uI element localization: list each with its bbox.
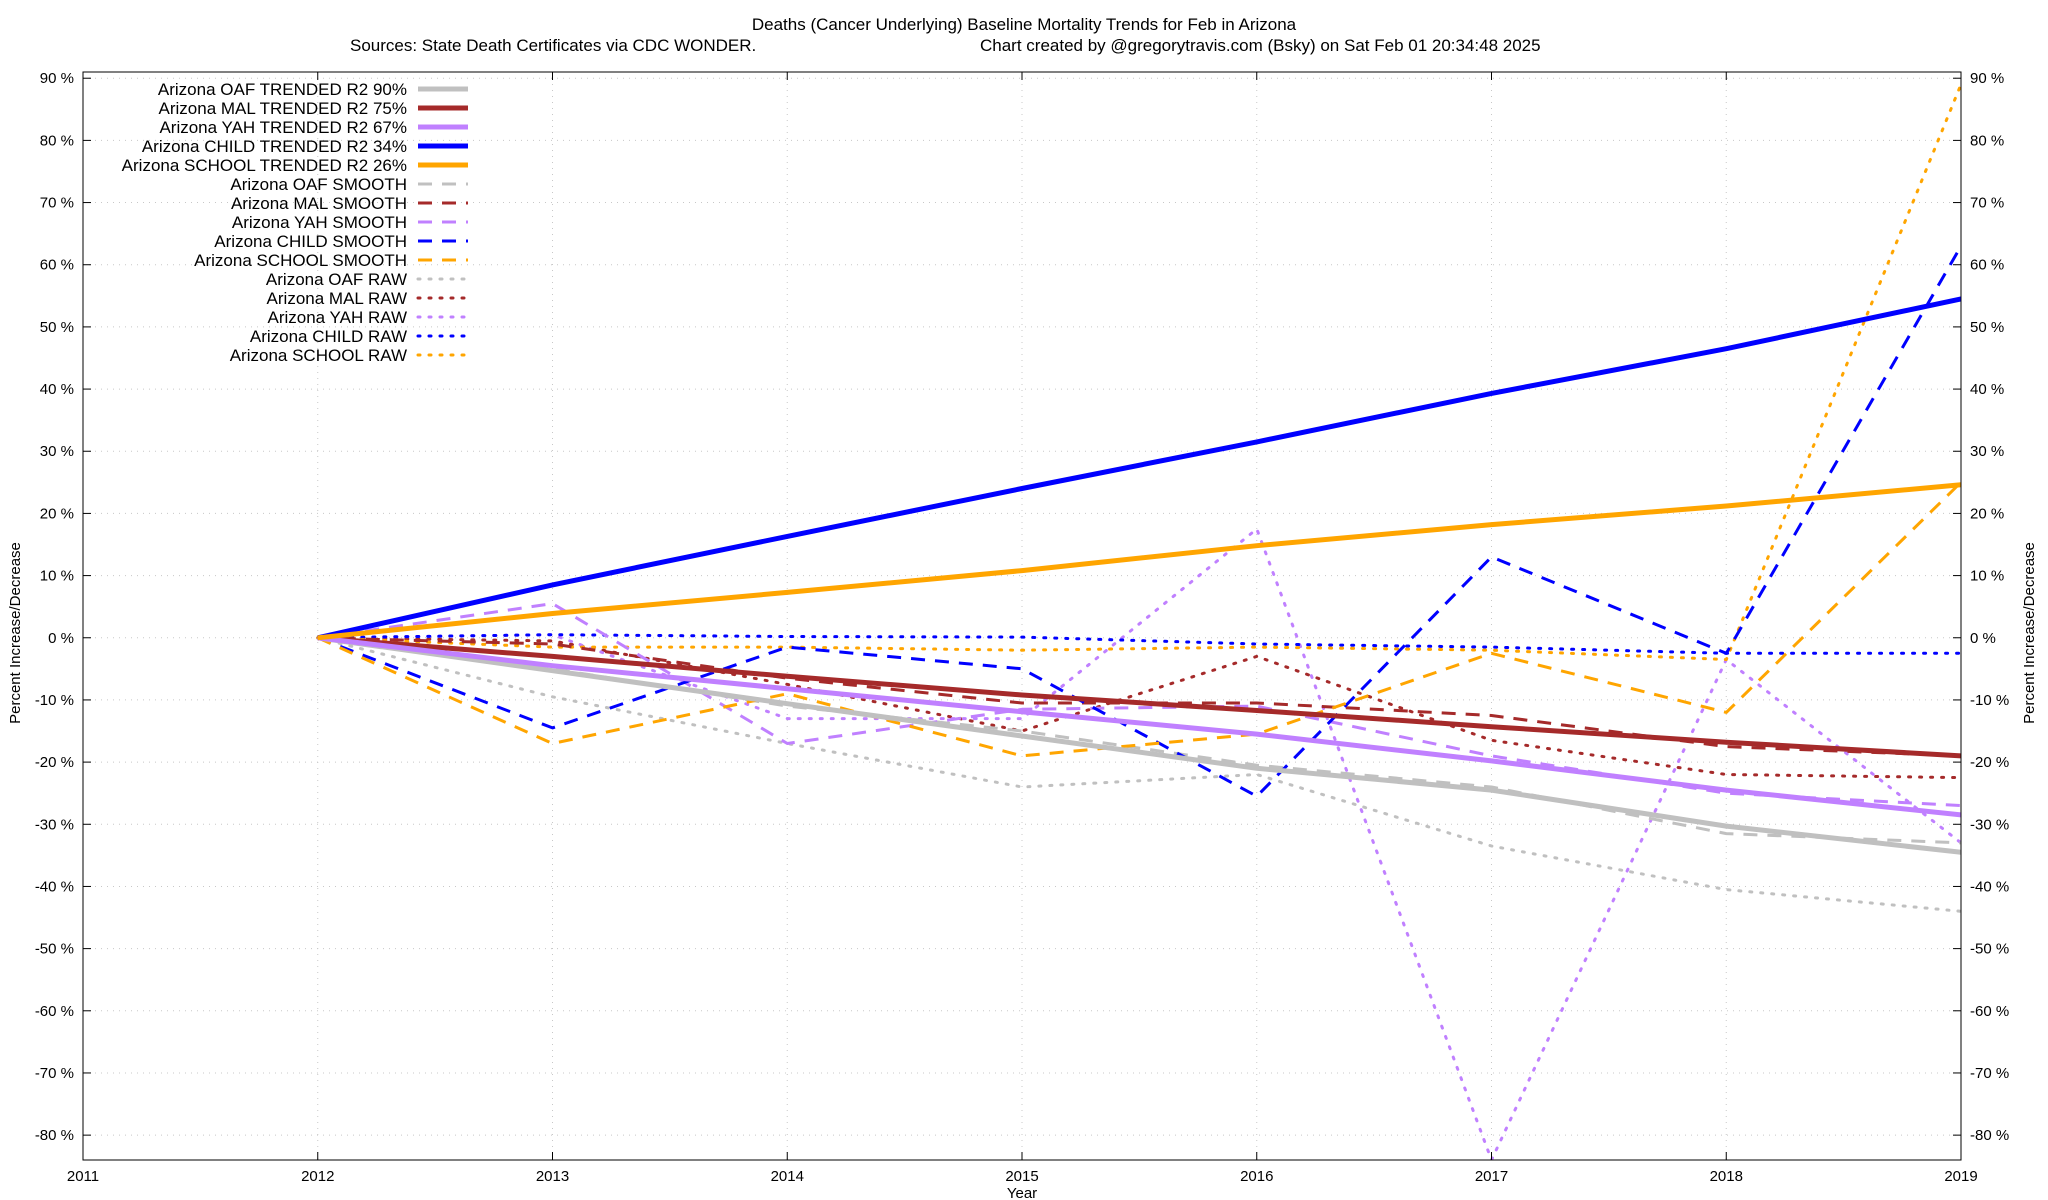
series-line-1 <box>317 635 1961 759</box>
series-line-4 <box>317 482 1961 641</box>
y-tick-label-left: -20 % <box>35 754 74 771</box>
y-tick-label-left: 20 % <box>40 505 74 522</box>
legend-label: Arizona SCHOOL SMOOTH <box>194 251 407 270</box>
series-line-9 <box>317 481 1961 758</box>
legend-label: Arizona YAH TRENDED R2 67% <box>159 118 407 137</box>
y-tick-label-left: -30 % <box>35 816 74 833</box>
series-line-12 <box>316 527 1961 1160</box>
y-tick-label-right: 70 % <box>1970 195 2004 212</box>
y-tick-label-left: -60 % <box>35 1003 74 1020</box>
y-tick-label-left: 40 % <box>40 381 74 398</box>
chart-subtitle-right: Chart created by @gregorytravis.com (Bsk… <box>980 36 1541 55</box>
series-line-8 <box>317 245 1961 798</box>
y-tick-label-right: -20 % <box>1970 754 2009 771</box>
y-tick-label-right: 40 % <box>1970 381 2004 398</box>
chart-title: Deaths (Cancer Underlying) Baseline Mort… <box>752 15 1297 34</box>
y-tick-label-right: 20 % <box>1970 505 2004 522</box>
x-tick-label: 2014 <box>771 1168 804 1185</box>
y-tick-label-right: 10 % <box>1970 568 2004 585</box>
y-tick-label-right: -40 % <box>1970 878 2009 895</box>
legend-label: Arizona MAL SMOOTH <box>231 194 407 213</box>
y-tick-label-left: 0 % <box>48 630 74 647</box>
y-tick-label-right: -70 % <box>1970 1065 2009 1082</box>
legend-label: Arizona CHILD SMOOTH <box>214 232 407 251</box>
y-tick-label-right: 80 % <box>1970 132 2004 149</box>
series-lines <box>316 82 1961 1160</box>
y-tick-label-left: 30 % <box>40 443 74 460</box>
y-tick-label-left: 50 % <box>40 319 74 336</box>
y-axis-label-right: Percent Increase/Decrease <box>2021 542 2038 724</box>
series-line-14 <box>316 82 1961 661</box>
legend-label: Arizona SCHOOL TRENDED R2 26% <box>122 156 407 175</box>
x-tick-label: 2018 <box>1710 1168 1743 1185</box>
chart-subtitle-left: Sources: State Death Certificates via CD… <box>350 36 756 55</box>
x-tick-label: 2017 <box>1475 1168 1508 1185</box>
y-tick-label-right: 50 % <box>1970 319 2004 336</box>
y-tick-label-right: 30 % <box>1970 443 2004 460</box>
legend-label: Arizona OAF RAW <box>266 270 407 289</box>
y-tick-label-right: 60 % <box>1970 257 2004 274</box>
legend-label: Arizona SCHOOL RAW <box>230 346 407 365</box>
axis-ticks: 2011 2012 2013 2014 2015 2016 2017 2018 2019 -80 … <box>35 70 2009 1185</box>
legend-label: Arizona MAL RAW <box>267 289 407 308</box>
x-tick-label: 2019 <box>1944 1168 1977 1185</box>
series-line-0 <box>317 635 1961 855</box>
x-tick-label: 2013 <box>536 1168 569 1185</box>
y-tick-label-left: 90 % <box>40 70 74 87</box>
y-tick-label-right: 90 % <box>1970 70 2004 87</box>
series-line-10 <box>316 636 1961 913</box>
y-tick-label-left: -80 % <box>35 1127 74 1144</box>
legend-label: Arizona YAH RAW <box>267 308 407 327</box>
y-tick-label-right: -80 % <box>1970 1127 2009 1144</box>
y-tick-label-left: -50 % <box>35 941 74 958</box>
series-line-3 <box>317 296 1961 641</box>
y-tick-label-left: 80 % <box>40 132 74 149</box>
legend-label: Arizona OAF TRENDED R2 90% <box>158 80 407 99</box>
y-tick-label-left: 70 % <box>40 195 74 212</box>
y-tick-label-right: -10 % <box>1970 692 2009 709</box>
series-line-13 <box>316 633 1961 655</box>
legend-label: Arizona CHILD TRENDED R2 34% <box>142 137 407 156</box>
y-tick-label-left: -70 % <box>35 1065 74 1082</box>
x-tick-label: 2012 <box>301 1168 334 1185</box>
x-tick-label: 2016 <box>1240 1168 1273 1185</box>
x-tick-label: 2011 <box>67 1168 99 1185</box>
y-tick-label-right: 0 % <box>1970 630 1996 647</box>
series-line-2 <box>317 635 1961 818</box>
x-axis-label: Year <box>1007 1185 1037 1200</box>
x-tick-label: 2015 <box>1005 1168 1038 1185</box>
y-axis-label-left: Percent Increase/Decrease <box>7 542 24 724</box>
legend: Arizona OAF TRENDED R2 90%Arizona MAL TR… <box>122 80 470 365</box>
series-group <box>316 82 1961 1160</box>
legend-label: Arizona MAL TRENDED R2 75% <box>159 99 407 118</box>
y-tick-label-left: -40 % <box>35 878 74 895</box>
y-tick-label-left: 60 % <box>40 257 74 274</box>
y-tick-label-left: -10 % <box>35 692 74 709</box>
y-tick-label-right: -60 % <box>1970 1003 2009 1020</box>
legend-label: Arizona OAF SMOOTH <box>230 175 407 194</box>
legend-label: Arizona YAH SMOOTH <box>232 213 407 232</box>
legend-label: Arizona CHILD RAW <box>250 327 407 346</box>
y-tick-label-right: -50 % <box>1970 941 2009 958</box>
y-tick-label-left: 10 % <box>40 568 74 585</box>
y-tick-label-right: -30 % <box>1970 816 2009 833</box>
